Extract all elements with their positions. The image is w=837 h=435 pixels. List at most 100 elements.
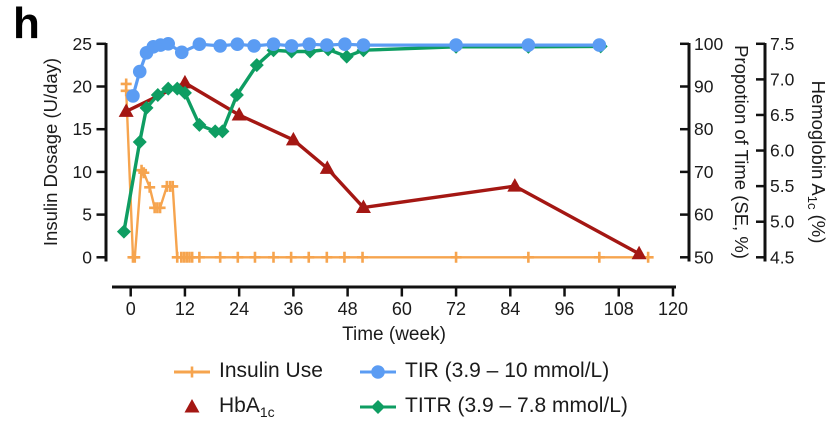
legend-item-tir: TIR (3.9 – 10 mmol/L) [358, 358, 628, 386]
legend-item-titr: TITR (3.9 – 7.8 mmol/L) [358, 393, 628, 421]
triangle-marker-icon [231, 106, 247, 121]
circle-marker-icon [132, 64, 147, 79]
circle-marker-icon [449, 38, 463, 52]
legend-marker-titr-diamond-icon [358, 396, 398, 418]
x-tick-label: 72 [446, 299, 466, 319]
legend-marker-tir-circle-icon [358, 361, 398, 383]
diamond-marker-icon [161, 81, 176, 96]
plus-marker-icon [303, 251, 315, 263]
y-right1-tick-label: 80 [694, 119, 714, 139]
triangle-marker-icon [507, 178, 523, 192]
plus-marker-icon [522, 251, 534, 263]
y-right1-tick-label: 50 [694, 247, 714, 267]
x-tick-label: 24 [229, 299, 249, 319]
plus-marker-icon [285, 251, 297, 263]
diamond-marker-icon [177, 85, 192, 100]
diamond-marker-icon [208, 124, 223, 139]
plus-marker-icon [249, 251, 261, 263]
triangle-marker-icon [319, 160, 335, 174]
y-right2-tick-label: 4.5 [770, 247, 794, 267]
plus-marker-icon [232, 251, 244, 263]
axis-y-left [96, 42, 108, 262]
circle-marker-icon [266, 37, 281, 52]
series-hba1c [118, 74, 647, 260]
plus-marker-icon [357, 251, 369, 263]
axis-y-right1 [680, 42, 691, 262]
y-right2-tick-label: 5.0 [770, 212, 795, 232]
plus-marker-icon [593, 251, 605, 263]
x-tick-label: 84 [500, 299, 520, 319]
y-left-tick-label: 10 [73, 162, 93, 182]
x-tick-label: 120 [658, 299, 688, 319]
circle-marker-icon [356, 38, 371, 52]
y-right2-tick-label: 5.5 [770, 176, 794, 196]
y-left-tick-label: 15 [73, 119, 92, 139]
y-left-tick-label: 20 [73, 77, 93, 97]
x-tick-label: 48 [338, 299, 358, 319]
x-tick-label: 36 [283, 299, 303, 319]
y-right1-tick-label: 60 [694, 205, 714, 225]
circle-marker-icon [230, 37, 245, 52]
legend-marker-hba1c-triangle-icon [172, 396, 212, 418]
diamond-marker-icon [150, 88, 165, 103]
plus-marker-icon [144, 181, 156, 193]
y-right2-axis-title: Hemoglobin A1c (%) [805, 81, 829, 244]
circle-marker-icon [126, 89, 140, 103]
circle-marker-icon [247, 39, 261, 53]
diamond-marker-icon [132, 135, 147, 150]
plus-marker-icon [154, 202, 166, 214]
series-tir [126, 37, 607, 103]
plus-marker-icon [193, 251, 205, 263]
y-right1-tick-label: 70 [694, 162, 714, 182]
y-right1-tick-label: 90 [694, 77, 714, 97]
x-axis-title: Time (week) [342, 324, 446, 345]
plus-marker-icon [268, 251, 279, 263]
circle-marker-icon [284, 39, 299, 53]
legend-item-hba1c: HbA1c [172, 393, 358, 421]
legend-marker-insulin-plus-icon [172, 361, 212, 383]
diamond-marker-icon [116, 224, 131, 239]
legend-label-insulin: Insulin Use [219, 358, 323, 382]
plus-marker-icon [450, 251, 462, 263]
y-left-tick-label: 25 [73, 34, 92, 54]
plus-marker-icon [321, 251, 333, 263]
x-tick-label: 108 [604, 299, 634, 319]
x-tick-label: 12 [175, 299, 195, 319]
plus-marker-icon [167, 180, 179, 192]
circle-marker-icon [302, 37, 317, 52]
legend-label-hba1c: HbA1c [219, 393, 275, 421]
axis-y-right2: Hemoglobin A1c (%) [756, 42, 829, 262]
plus-marker-icon [214, 251, 226, 263]
plus-marker-icon [338, 251, 350, 263]
diamond-marker-icon [139, 100, 154, 115]
triangle-marker-icon [118, 103, 134, 117]
legend-label-titr: TITR (3.9 – 7.8 mmol/L) [405, 393, 628, 417]
x-tick-label: 96 [555, 299, 575, 319]
circle-marker-icon [338, 37, 352, 52]
chart-svg: 0 5 10 15 20 25 Insulin Dosage (U/day) 0 12 24 36 4… [40, 34, 829, 345]
y-right1-axis-title: Propotion of Time (SE, %) [731, 45, 752, 259]
legend-label-tir: TIR (3.9 – 10 mmol/L) [405, 358, 610, 382]
plus-marker-icon [129, 251, 141, 263]
y-right1-tick-label: 100 [694, 34, 723, 54]
x-tick-label: 60 [392, 299, 412, 319]
x-tick-label: 0 [126, 299, 136, 319]
diamond-marker-icon [229, 88, 244, 103]
y-left-axis-title: Insulin Dosage (U/day) [40, 58, 61, 246]
panel-label: h [13, 0, 40, 48]
triangle-marker-icon [177, 74, 193, 89]
plus-marker-icon [138, 167, 150, 179]
diamond-marker-icon [215, 124, 230, 139]
circle-marker-icon [521, 38, 536, 52]
y-left-tick-label: 5 [82, 205, 92, 225]
y-right2-tick-label: 7.5 [770, 34, 794, 54]
y-right2-tick-label: 6.5 [770, 105, 794, 125]
legend-item-insulin: Insulin Use [172, 358, 358, 386]
triangle-marker-icon [285, 131, 301, 146]
triangle-marker-icon [631, 245, 647, 260]
diamond-marker-icon [249, 58, 264, 73]
diamond-marker-icon [192, 117, 207, 132]
legend: Insulin Use TIR (3.9 – 10 mmol/L) HbA1c … [172, 358, 628, 421]
diamond-marker-icon [339, 49, 354, 64]
